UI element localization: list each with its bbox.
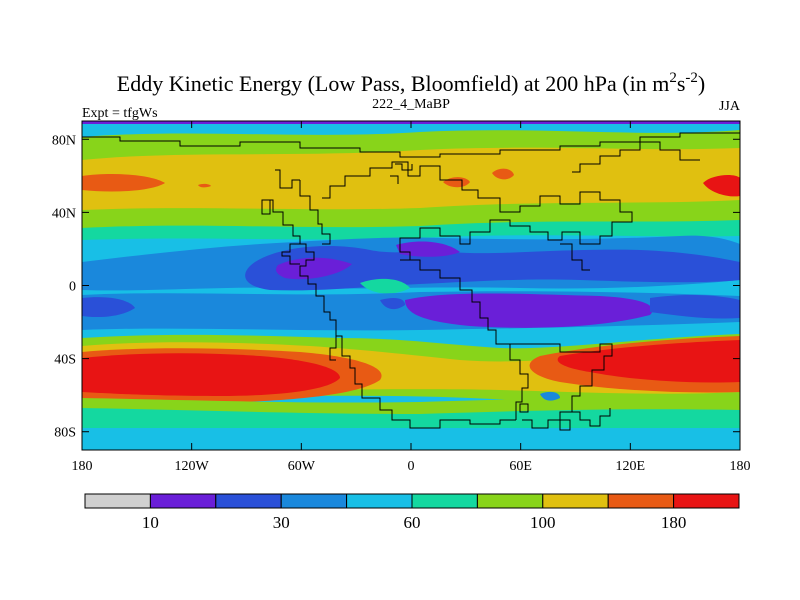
coastline-australia [496,343,613,429]
colorbar-swatch [673,493,740,509]
coastline-na-north [261,180,331,245]
patch-north-orange-mid2 [492,168,514,180]
coastline-southern-ocean [370,397,516,429]
colorbar-tick-label: 100 [530,513,556,532]
patch-north-red-east [703,175,740,197]
patch-north-orange-west [82,174,165,192]
y-axis: 80N 40N 0 40S 80S [52,133,740,441]
coastline-layer [82,132,740,431]
patch-south-blue-mid [380,297,405,310]
x-tick-label: 60W [288,459,316,474]
colorbar-tick-label: 30 [273,513,290,532]
x-tick-label: 180 [72,459,93,474]
coastline-south-atlantic [329,335,342,361]
coastline-siberia [572,141,700,173]
x-tick-label: 0 [408,459,415,474]
colorbar-tick-label: 10 [142,513,159,532]
colorbar-swatch [346,493,413,509]
coastline-greenland-west [275,169,300,189]
coastline-nz [559,419,571,431]
colorbar: 10 30 60 100 180 [84,493,740,532]
band-south-polar [82,428,740,450]
coastline-north [82,132,740,158]
patch-south-blue-east [650,294,740,319]
colorbar-swatch [476,493,544,509]
colorbar-tick-label: 180 [661,513,687,532]
patch-tropic-violet-west [276,257,352,280]
run-label: 222_4_MaBP [372,97,450,112]
patch-south-deepblue [82,297,135,318]
colorbar-swatch [411,493,478,509]
patch-teal-mid [360,278,410,294]
coastline-madagascar [519,403,529,413]
colorbar-swatch [84,493,151,509]
y-tick-label: 40N [52,206,76,221]
x-axis: 180 120W 60W 0 60E 120E 180 [72,121,751,474]
colorbar-swatch [215,493,282,509]
x-tick-label: 120E [616,459,646,474]
axes-frame: 180 120W 60W 0 60E 120E 180 80N 40N 0 40S 80S [52,120,751,474]
x-tick-label: 60E [509,459,532,474]
colorbar-swatch [149,493,217,509]
y-tick-label: 80N [52,133,76,148]
coastline-eurasia [322,161,633,261]
patch-south-violet [405,293,653,328]
chart-title: Eddy Kinetic Energy (Low Pass, Bloomfiel… [117,70,705,96]
patch-tropic-violet-mid [396,241,460,257]
coastline-americas [265,199,370,399]
x-tick-label: 120W [175,459,210,474]
experiment-label: Expt = tfgWs [82,106,158,121]
contour-fill-layer [82,121,740,450]
coastline-andes [281,243,300,265]
coastline-indochina [560,243,590,271]
band-south-red [82,353,340,396]
band-high-south-teal [82,408,740,430]
y-tick-label: 0 [69,280,76,295]
colorbar-swatch [280,493,348,509]
y-tick-label: 40S [54,353,76,368]
coastline-antarctic-east [572,408,611,427]
band-tropic-blue [245,246,740,291]
band-south-red-east [557,340,740,383]
x-tick-label: 180 [730,459,751,474]
y-tick-label: 80S [54,426,76,441]
season-label: JJA [719,99,741,114]
colorbar-tick-label: 60 [404,513,421,532]
patch-north-red-west [198,183,211,188]
patch-high-south-mid [540,391,560,401]
colorbar-swatch [607,493,675,509]
coastline-africa [400,259,529,420]
coastline-europe-nw [390,163,413,184]
colorbar-swatch [542,493,609,509]
